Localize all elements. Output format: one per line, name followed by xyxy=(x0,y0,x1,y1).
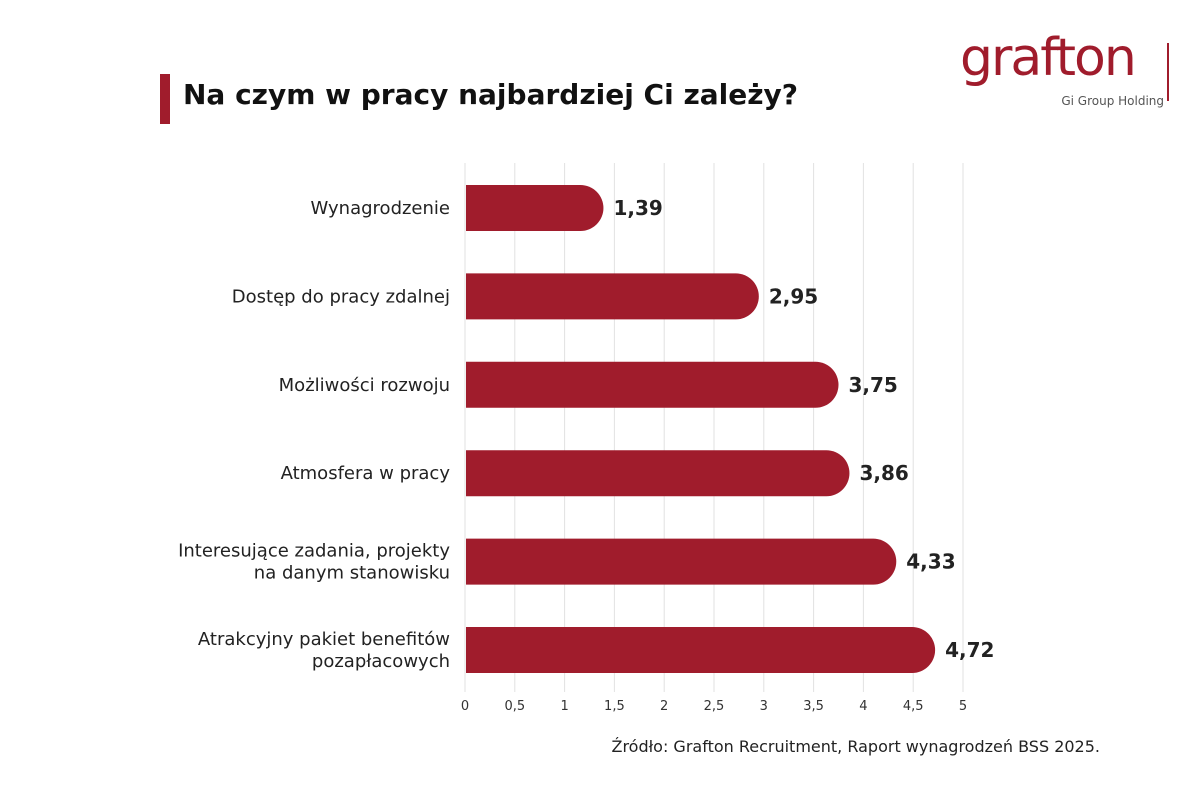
x-tick-label: 2 xyxy=(660,699,668,714)
logo-subtitle: Gi Group Holding xyxy=(1061,94,1164,108)
x-tick-label: 4 xyxy=(859,699,867,714)
data-label: 3,75 xyxy=(849,373,898,397)
bar xyxy=(466,361,839,408)
logo-wordmark: grafton xyxy=(960,28,1137,88)
x-tick-label: 0 xyxy=(461,699,469,714)
category-label: Dostęp do pracy zdalnej xyxy=(232,286,450,307)
x-tick-label: 1,5 xyxy=(604,699,625,714)
x-tick-label: 5 xyxy=(959,699,967,714)
category-label: Atrakcyjny pakiet benefitów xyxy=(198,629,450,650)
bar xyxy=(466,450,850,497)
category-label: na danym stanowisku xyxy=(254,563,450,584)
page-title: Na czym w pracy najbardziej Ci zależy? xyxy=(183,78,799,111)
x-tick-label: 3 xyxy=(760,699,768,714)
category-label: Wynagrodzenie xyxy=(311,198,450,219)
x-tick-label: 2,5 xyxy=(704,699,725,714)
data-label: 2,95 xyxy=(769,284,818,308)
category-label: Możliwości rozwoju xyxy=(279,375,450,396)
data-label: 3,86 xyxy=(859,461,908,485)
category-label: pozapłacowych xyxy=(312,651,450,672)
logo-divider xyxy=(1167,43,1169,101)
data-label: 4,72 xyxy=(945,638,994,662)
bar xyxy=(466,538,897,585)
source-note: Źródło: Grafton Recruitment, Raport wyna… xyxy=(611,737,1100,756)
x-tick-label: 4,5 xyxy=(903,699,924,714)
bar xyxy=(466,185,604,231)
bar xyxy=(466,627,936,673)
x-tick-label: 0,5 xyxy=(504,699,525,714)
data-label: 1,39 xyxy=(613,196,662,220)
grafton-logo: grafton Gi Group Holding xyxy=(958,32,1174,112)
x-tick-label: 1 xyxy=(560,699,568,714)
category-label: Atmosfera w pracy xyxy=(281,463,451,484)
bar xyxy=(466,273,759,320)
x-tick-label: 3,5 xyxy=(803,699,824,714)
category-label: Interesujące zadania, projekty xyxy=(178,541,450,562)
title-accent-bar xyxy=(160,74,170,124)
data-label: 4,33 xyxy=(906,550,955,574)
